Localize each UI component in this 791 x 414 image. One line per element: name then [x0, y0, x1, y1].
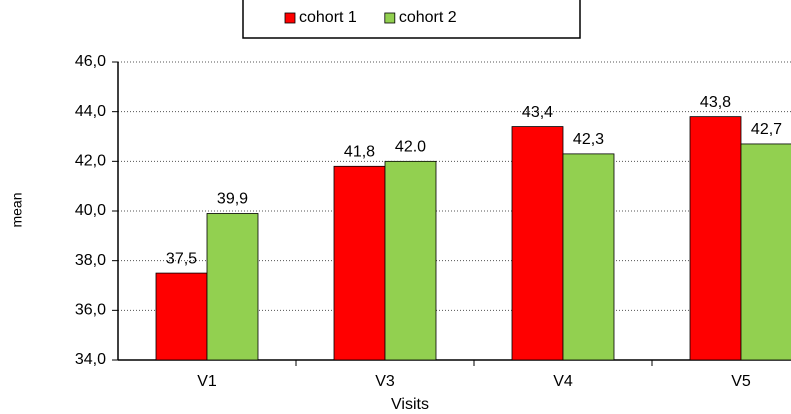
x-tick-label: V1 [197, 373, 217, 390]
x-tick-label: V4 [553, 373, 573, 390]
value-label: 43,8 [700, 94, 731, 111]
bar [155, 272, 208, 361]
legend-box [242, 0, 581, 39]
x-tick-label: V3 [375, 373, 395, 390]
legend-swatch [384, 12, 396, 24]
y-tick-label: 42,0 [75, 153, 106, 170]
y-axis-title: mean [9, 192, 25, 227]
legend-label: cohort 2 [399, 9, 457, 26]
x-tick-label: V5 [731, 373, 751, 390]
y-tick-label: 40,0 [75, 202, 106, 219]
bar [333, 165, 386, 361]
value-label: 43,4 [522, 104, 553, 121]
y-tick-label: 44,0 [75, 103, 106, 120]
value-label: 39,9 [217, 191, 248, 208]
bar [689, 116, 742, 361]
bar [562, 153, 615, 361]
y-tick-label: 46,0 [75, 53, 106, 70]
value-label: 42,7 [751, 121, 782, 138]
bar [740, 143, 791, 361]
y-tick-label: 38,0 [75, 252, 106, 269]
bar [206, 213, 259, 361]
legend-swatch [284, 12, 296, 24]
bar [511, 126, 564, 361]
value-label: 41,8 [344, 144, 375, 161]
y-tick-label: 36,0 [75, 302, 106, 319]
legend-label: cohort 1 [299, 9, 357, 26]
y-tick-label: 34,0 [75, 351, 106, 368]
x-axis-title: Visits [391, 396, 429, 413]
value-label: 37,5 [166, 250, 197, 267]
bar [384, 160, 437, 361]
value-label: 42.0 [395, 139, 426, 156]
value-label: 42,3 [573, 131, 604, 148]
